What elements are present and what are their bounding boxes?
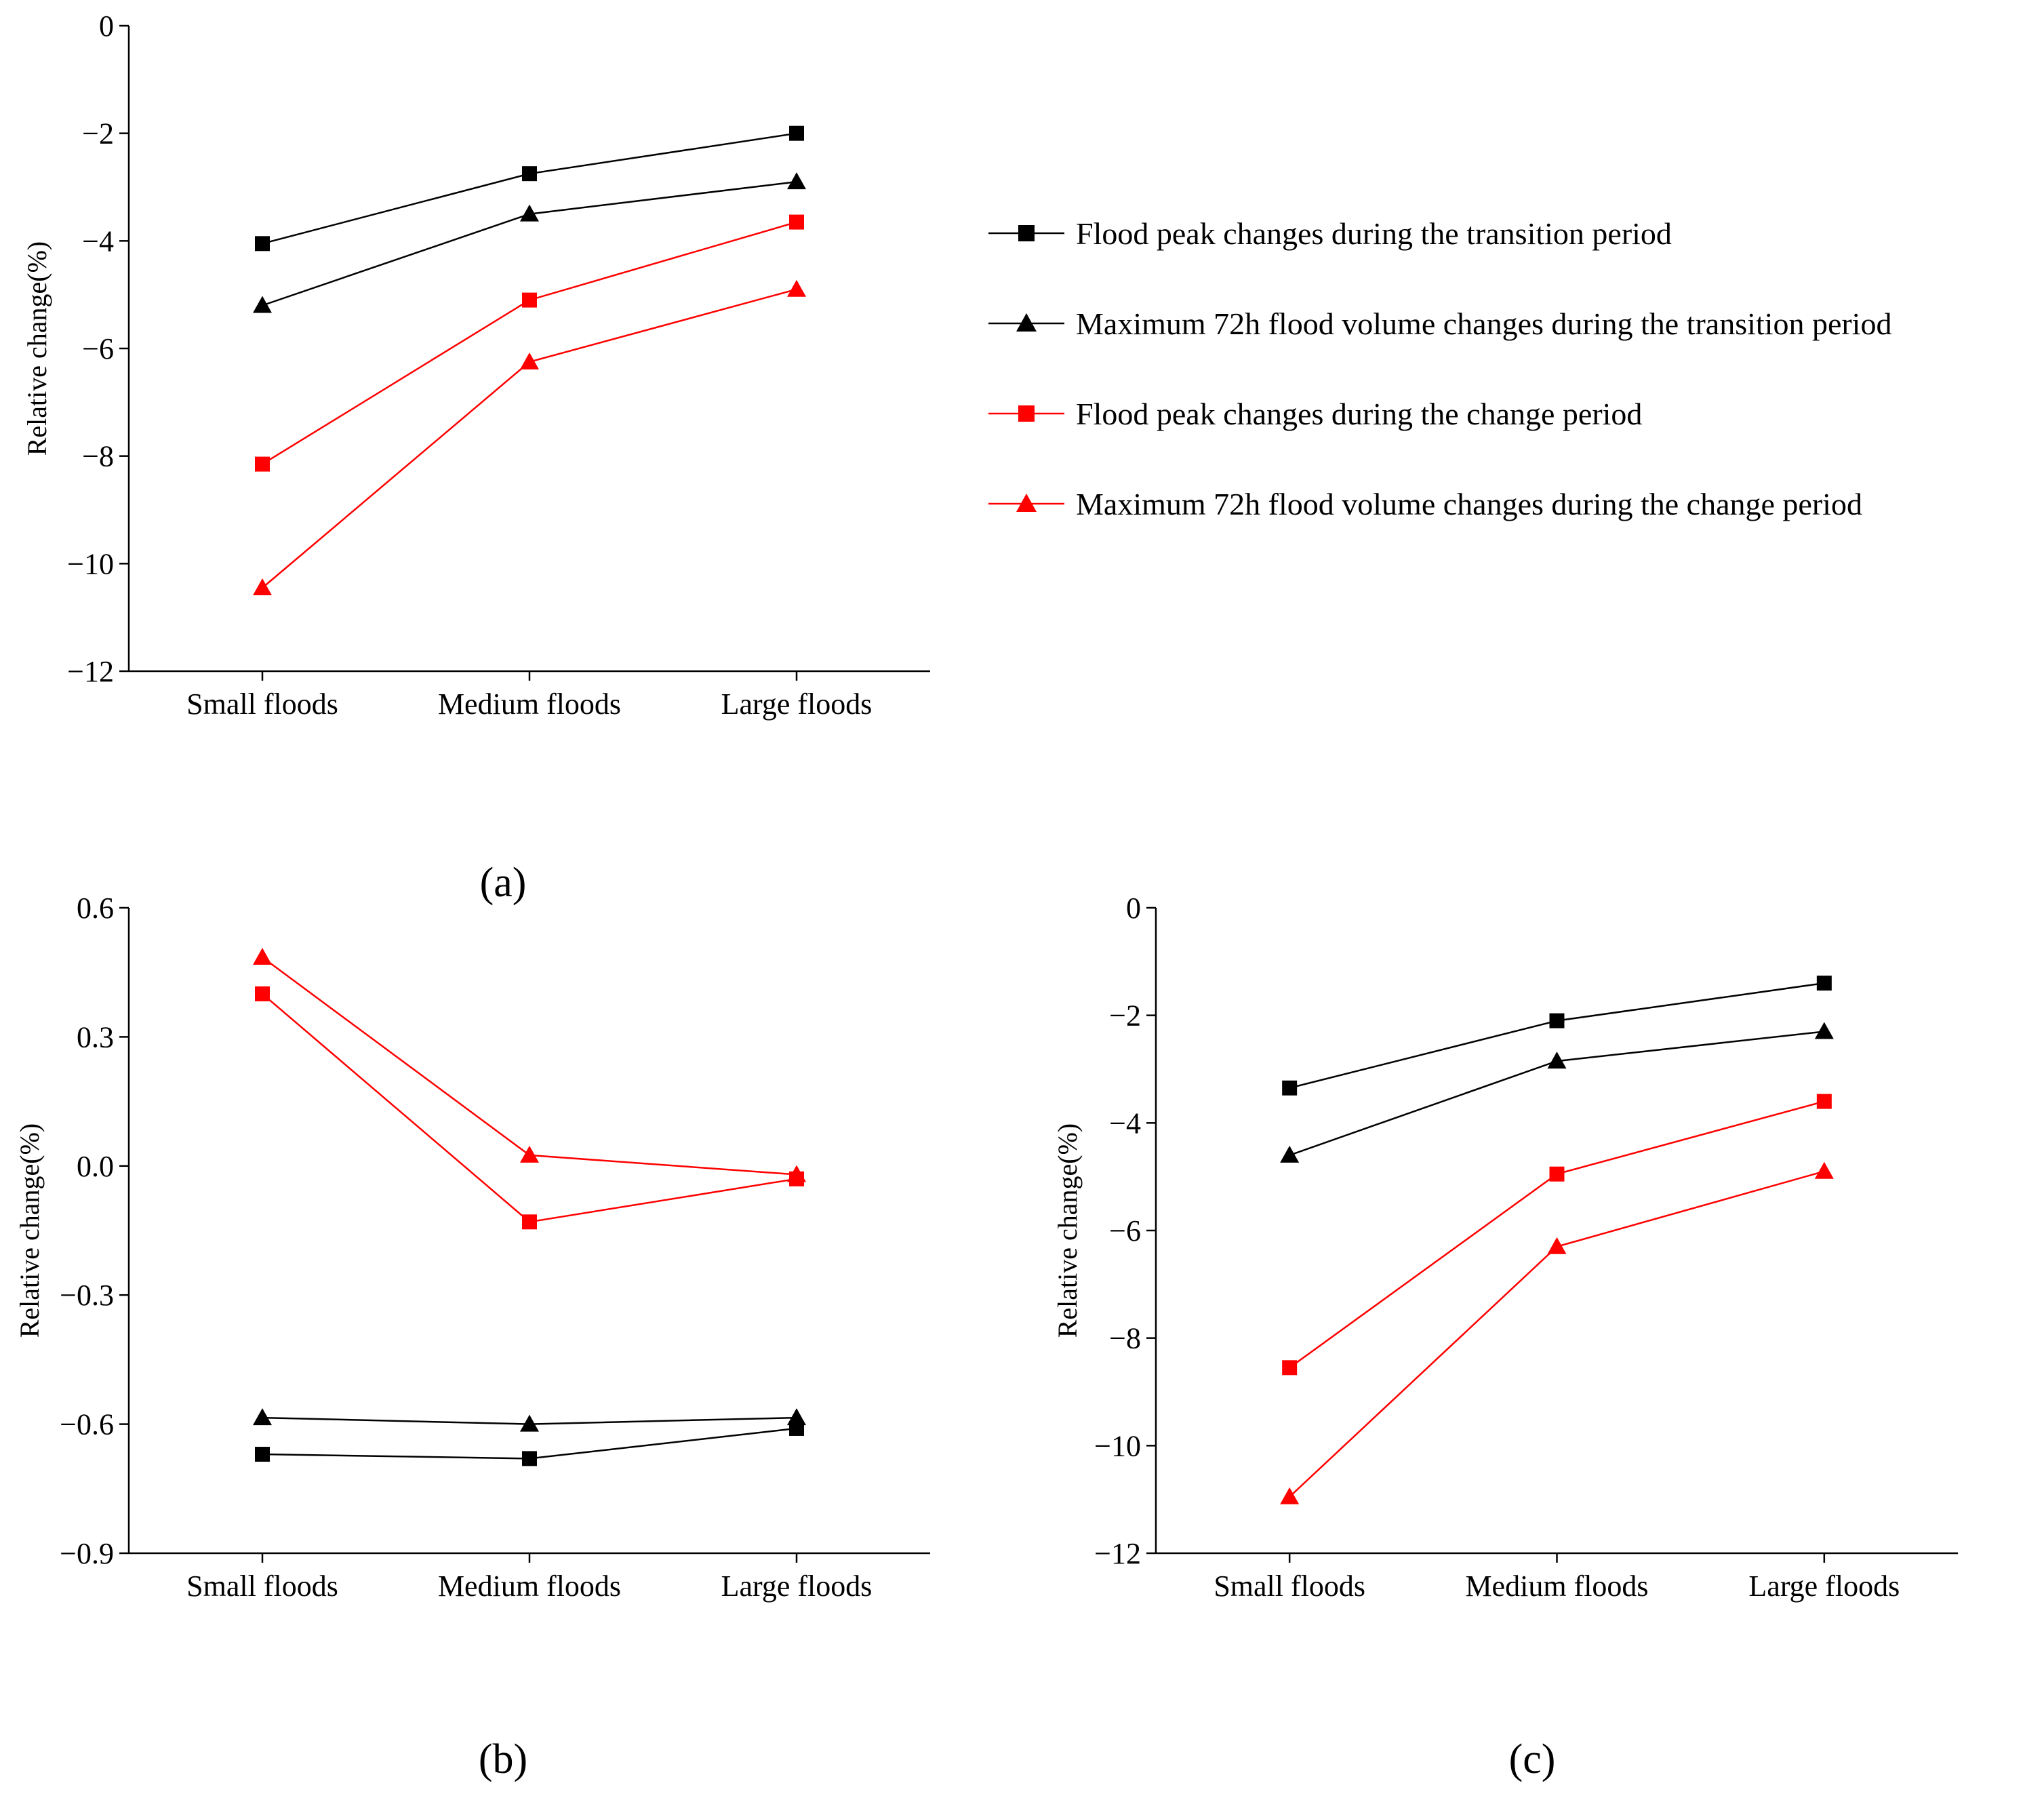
panel-b-series-2-point	[253, 1408, 272, 1426]
panel-c-series-3-point	[1816, 1094, 1832, 1109]
panel-b-category-label: Medium floods	[438, 1569, 621, 1603]
panel-a-series-4-point	[787, 279, 806, 297]
panel-b-y-axis-title: Relative change(%)	[14, 1123, 45, 1338]
legend-label-2: Maximum 72h flood volume changes during …	[1076, 306, 1891, 341]
panel-b-y-tick-label: −0.3	[60, 1279, 114, 1312]
panel-a-series-1-point	[789, 125, 804, 141]
panel-c-series-2-point	[1814, 1022, 1834, 1039]
panel-a-y-tick-label: −4	[82, 224, 114, 258]
panel-a-label: (a)	[480, 860, 527, 906]
panel-a-series-3-point	[522, 292, 537, 308]
panel-a-series-1-point	[522, 166, 537, 182]
legend: Flood peak changes during the transition…	[988, 216, 1891, 521]
panel-b-series-2-point	[787, 1408, 806, 1426]
panel-b-y-tick-label: 0.0	[77, 1150, 114, 1183]
panel-a-y-axis-title: Relative change(%)	[22, 241, 52, 456]
panel-a-axes: 0 −2 −4 −6 −8 −10 −12 Small floods Medium floods…	[67, 9, 930, 721]
legend-label-3: Flood peak changes during the change per…	[1076, 397, 1642, 431]
panel-a-series-2-point	[253, 296, 272, 313]
panel-c-series-1-point	[1549, 1013, 1565, 1028]
panel-c-series-2-point	[1280, 1145, 1300, 1163]
panel-b-y-tick-label: 0.6	[77, 892, 114, 925]
legend-triangle-marker-4	[1016, 494, 1037, 512]
panel-b-series-4-point	[520, 1145, 539, 1163]
panel-a-series-2-point	[787, 172, 806, 190]
legend-square-marker-1	[1018, 225, 1035, 241]
panel-b-label: (b)	[479, 1736, 527, 1782]
panel-b-category-label: Large floods	[721, 1569, 873, 1603]
panel-a-series-2-point	[520, 204, 539, 222]
panel-c-series-3-point	[1282, 1360, 1298, 1376]
panel-a-y-tick-label: −2	[82, 117, 114, 151]
panel-b-series-3-point	[522, 1214, 537, 1230]
panel-c: 0 −2 −4 −6 −8 −10 −12 Small floods Medium floods…	[1052, 892, 1958, 1603]
panel-c-axes: 0 −2 −4 −6 −8 −10 −12 Small floods Medium floods…	[1094, 892, 1958, 1603]
legend-label-1: Flood peak changes during the transition…	[1076, 216, 1672, 251]
panel-a-series-3-point	[255, 456, 270, 472]
panel-c-y-tick-label: −12	[1094, 1537, 1141, 1570]
panel-c-category-label: Medium floods	[1465, 1569, 1648, 1603]
panel-a-series-1-point	[255, 236, 270, 252]
panel-b-y-tick-label: −0.9	[60, 1537, 114, 1570]
panel-b-y-tick-label: 0.3	[77, 1020, 114, 1054]
panel-c-series-4-point	[1280, 1487, 1300, 1504]
panel-c-y-tick-label: 0	[1126, 892, 1141, 925]
panel-c-category-label: Large floods	[1748, 1569, 1900, 1603]
panel-a-y-tick-label: −12	[67, 655, 114, 688]
panel-a-y-tick-label: −6	[82, 332, 114, 365]
panel-a: 0 −2 −4 −6 −8 −10 −12 Small floods Medium floods…	[22, 9, 930, 721]
panel-c-y-tick-label: −2	[1109, 999, 1141, 1033]
panel-b-series-4-point	[253, 947, 272, 965]
panel-a-category-label: Large floods	[721, 687, 873, 721]
panel-c-category-label: Small floods	[1214, 1569, 1365, 1603]
legend-label-4: Maximum 72h flood volume changes during …	[1076, 487, 1862, 521]
panel-c-series-1-point	[1816, 976, 1832, 991]
panel-b-series-3-point	[255, 986, 270, 1001]
panel-b-y-tick-label: −0.6	[60, 1408, 114, 1441]
panel-b-series-1-point	[522, 1451, 537, 1466]
panel-b-series-4-point	[787, 1165, 806, 1182]
panel-a-category-label: Small floods	[186, 687, 338, 721]
legend-square-marker-3	[1018, 405, 1035, 422]
panel-a-category-label: Medium floods	[438, 687, 621, 721]
panel-c-series-2-point	[1547, 1052, 1567, 1069]
panel-a-y-tick-label: −8	[82, 440, 114, 473]
panel-a-series-4-point	[520, 352, 539, 369]
panel-c-series-4-point	[1814, 1161, 1834, 1179]
panel-a-y-tick-label: −10	[67, 547, 114, 580]
panel-b: 0.6 0.3 0.0 −0.3 −0.6 −0.9 Small floods Medium …	[14, 892, 930, 1603]
panel-c-label: (c)	[1509, 1736, 1556, 1782]
panel-b-axes: 0.6 0.3 0.0 −0.3 −0.6 −0.9 Small floods Medium …	[60, 892, 930, 1603]
panel-c-series-1-point	[1282, 1080, 1298, 1096]
panel-c-y-tick-label: −4	[1109, 1106, 1141, 1140]
legend-triangle-marker-2	[1016, 313, 1037, 332]
panel-c-y-tick-label: −8	[1109, 1322, 1141, 1355]
panel-c-y-tick-label: −6	[1109, 1214, 1141, 1247]
panel-c-series-4-point	[1547, 1237, 1567, 1254]
panel-b-series-2-point	[520, 1414, 539, 1432]
panel-c-y-axis-title: Relative change(%)	[1052, 1123, 1083, 1338]
panel-b-category-label: Small floods	[186, 1569, 338, 1603]
panel-b-series-1-point	[255, 1447, 270, 1462]
panel-c-y-tick-label: −10	[1094, 1429, 1141, 1462]
panel-a-series-4-point	[253, 578, 272, 596]
panel-c-series-3-point	[1549, 1166, 1565, 1182]
panel-a-series-3-point	[789, 214, 804, 230]
panel-a-y-tick-label: 0	[99, 9, 114, 43]
